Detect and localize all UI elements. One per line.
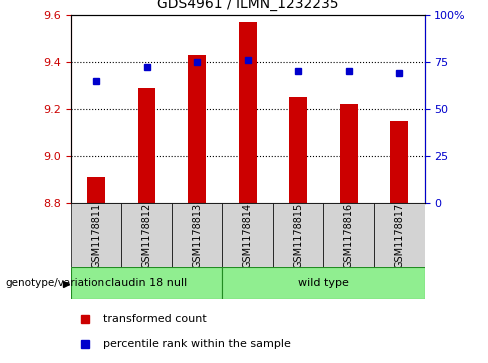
- Text: GSM1178816: GSM1178816: [344, 203, 354, 268]
- Bar: [390, 121, 408, 203]
- Text: transformed count: transformed count: [102, 314, 206, 324]
- Bar: [71, 267, 223, 299]
- Text: wild type: wild type: [298, 278, 349, 288]
- Text: GSM1178812: GSM1178812: [142, 203, 152, 268]
- Bar: [172, 203, 223, 267]
- Bar: [273, 203, 324, 267]
- Bar: [223, 203, 273, 267]
- Bar: [138, 87, 155, 203]
- Text: GSM1178815: GSM1178815: [293, 203, 303, 268]
- Bar: [223, 267, 425, 299]
- Text: GSM1178814: GSM1178814: [243, 203, 253, 268]
- Text: percentile rank within the sample: percentile rank within the sample: [102, 339, 290, 348]
- Bar: [122, 203, 172, 267]
- Text: GSM1178817: GSM1178817: [394, 203, 404, 268]
- Bar: [188, 54, 206, 203]
- Text: genotype/variation: genotype/variation: [5, 278, 104, 288]
- Bar: [374, 203, 425, 267]
- Bar: [289, 97, 307, 203]
- Text: GSM1178811: GSM1178811: [91, 203, 101, 268]
- Bar: [340, 104, 358, 203]
- Bar: [87, 177, 105, 203]
- Bar: [324, 203, 374, 267]
- Text: claudin 18 null: claudin 18 null: [105, 278, 188, 288]
- Title: GDS4961 / ILMN_1232235: GDS4961 / ILMN_1232235: [157, 0, 338, 11]
- Bar: [71, 203, 122, 267]
- Bar: [239, 21, 257, 203]
- Text: GSM1178813: GSM1178813: [192, 203, 202, 268]
